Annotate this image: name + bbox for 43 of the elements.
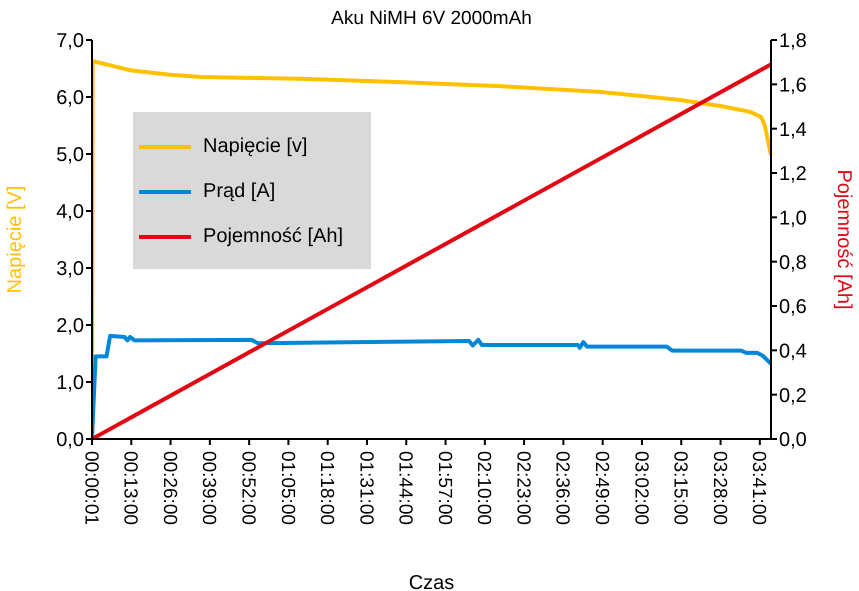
y-tick-label: 2,0 (56, 315, 84, 338)
y2-tick-label: 1,4 (779, 118, 807, 141)
x-tick-label: 00:13:00 (120, 451, 141, 525)
y2-tick-label: 0,4 (779, 340, 807, 362)
y2-tick-label: 0,6 (779, 296, 807, 318)
y2-tick-label: 1,8 (779, 30, 807, 52)
y2-tick-label: 1,2 (779, 163, 807, 186)
x-tick-label: 00:39:00 (198, 451, 220, 525)
x-tick-label: 03:41:00 (748, 451, 770, 525)
y-axis-title: Napięcie [V] (4, 186, 26, 294)
y2-tick-label: 0,0 (779, 429, 807, 452)
chart-title: Aku NiMH 6V 2000mAh (330, 8, 533, 30)
x-tick-label: 01:57:00 (434, 451, 455, 525)
x-tick-label: 01:05:00 (276, 451, 298, 525)
x-tick-label: 01:31:00 (355, 451, 376, 525)
y-tick-label: 5,0 (56, 144, 84, 166)
x-tick-label: 02:36:00 (552, 451, 573, 525)
y-tick-label: 1,0 (56, 372, 84, 394)
x-tick-label: 02:10:00 (473, 451, 494, 525)
x-axis-title: Czas (408, 572, 454, 591)
x-tick-label: 01:44:00 (394, 451, 416, 525)
y-tick-label: 6,0 (56, 87, 84, 110)
y-tick-label: 3,0 (56, 258, 84, 280)
y2-tick-label: 0,2 (779, 384, 807, 407)
y2-axis-title: Pojemność [Ah] (832, 169, 855, 310)
y-tick-label: 4,0 (56, 201, 84, 224)
x-tick-label: 00:00:01 (80, 451, 102, 525)
x-tick-label: 02:23:00 (512, 451, 534, 525)
y2-tick-label: 0,8 (779, 252, 807, 274)
x-tick-label: 03:15:00 (670, 451, 691, 525)
legend-label: Pojemność [Ah] (203, 225, 344, 248)
legend-label: Napięcie [v] (203, 135, 308, 158)
legend-label: Prąd [A] (203, 180, 276, 203)
y-tick-label: 0,0 (56, 429, 84, 452)
x-tick-label: 00:26:00 (158, 451, 180, 525)
x-tick-label: 03:02:00 (630, 451, 652, 525)
x-tick-label: 00:52:00 (237, 451, 258, 525)
x-tick-label: 03:28:00 (708, 451, 730, 525)
x-tick-label: 01:18:00 (316, 451, 338, 525)
y-tick-label: 7,0 (56, 30, 84, 52)
y2-tick-label: 1,0 (779, 207, 807, 230)
y2-tick-label: 1,6 (779, 74, 807, 96)
x-tick-label: 02:49:00 (591, 451, 612, 525)
